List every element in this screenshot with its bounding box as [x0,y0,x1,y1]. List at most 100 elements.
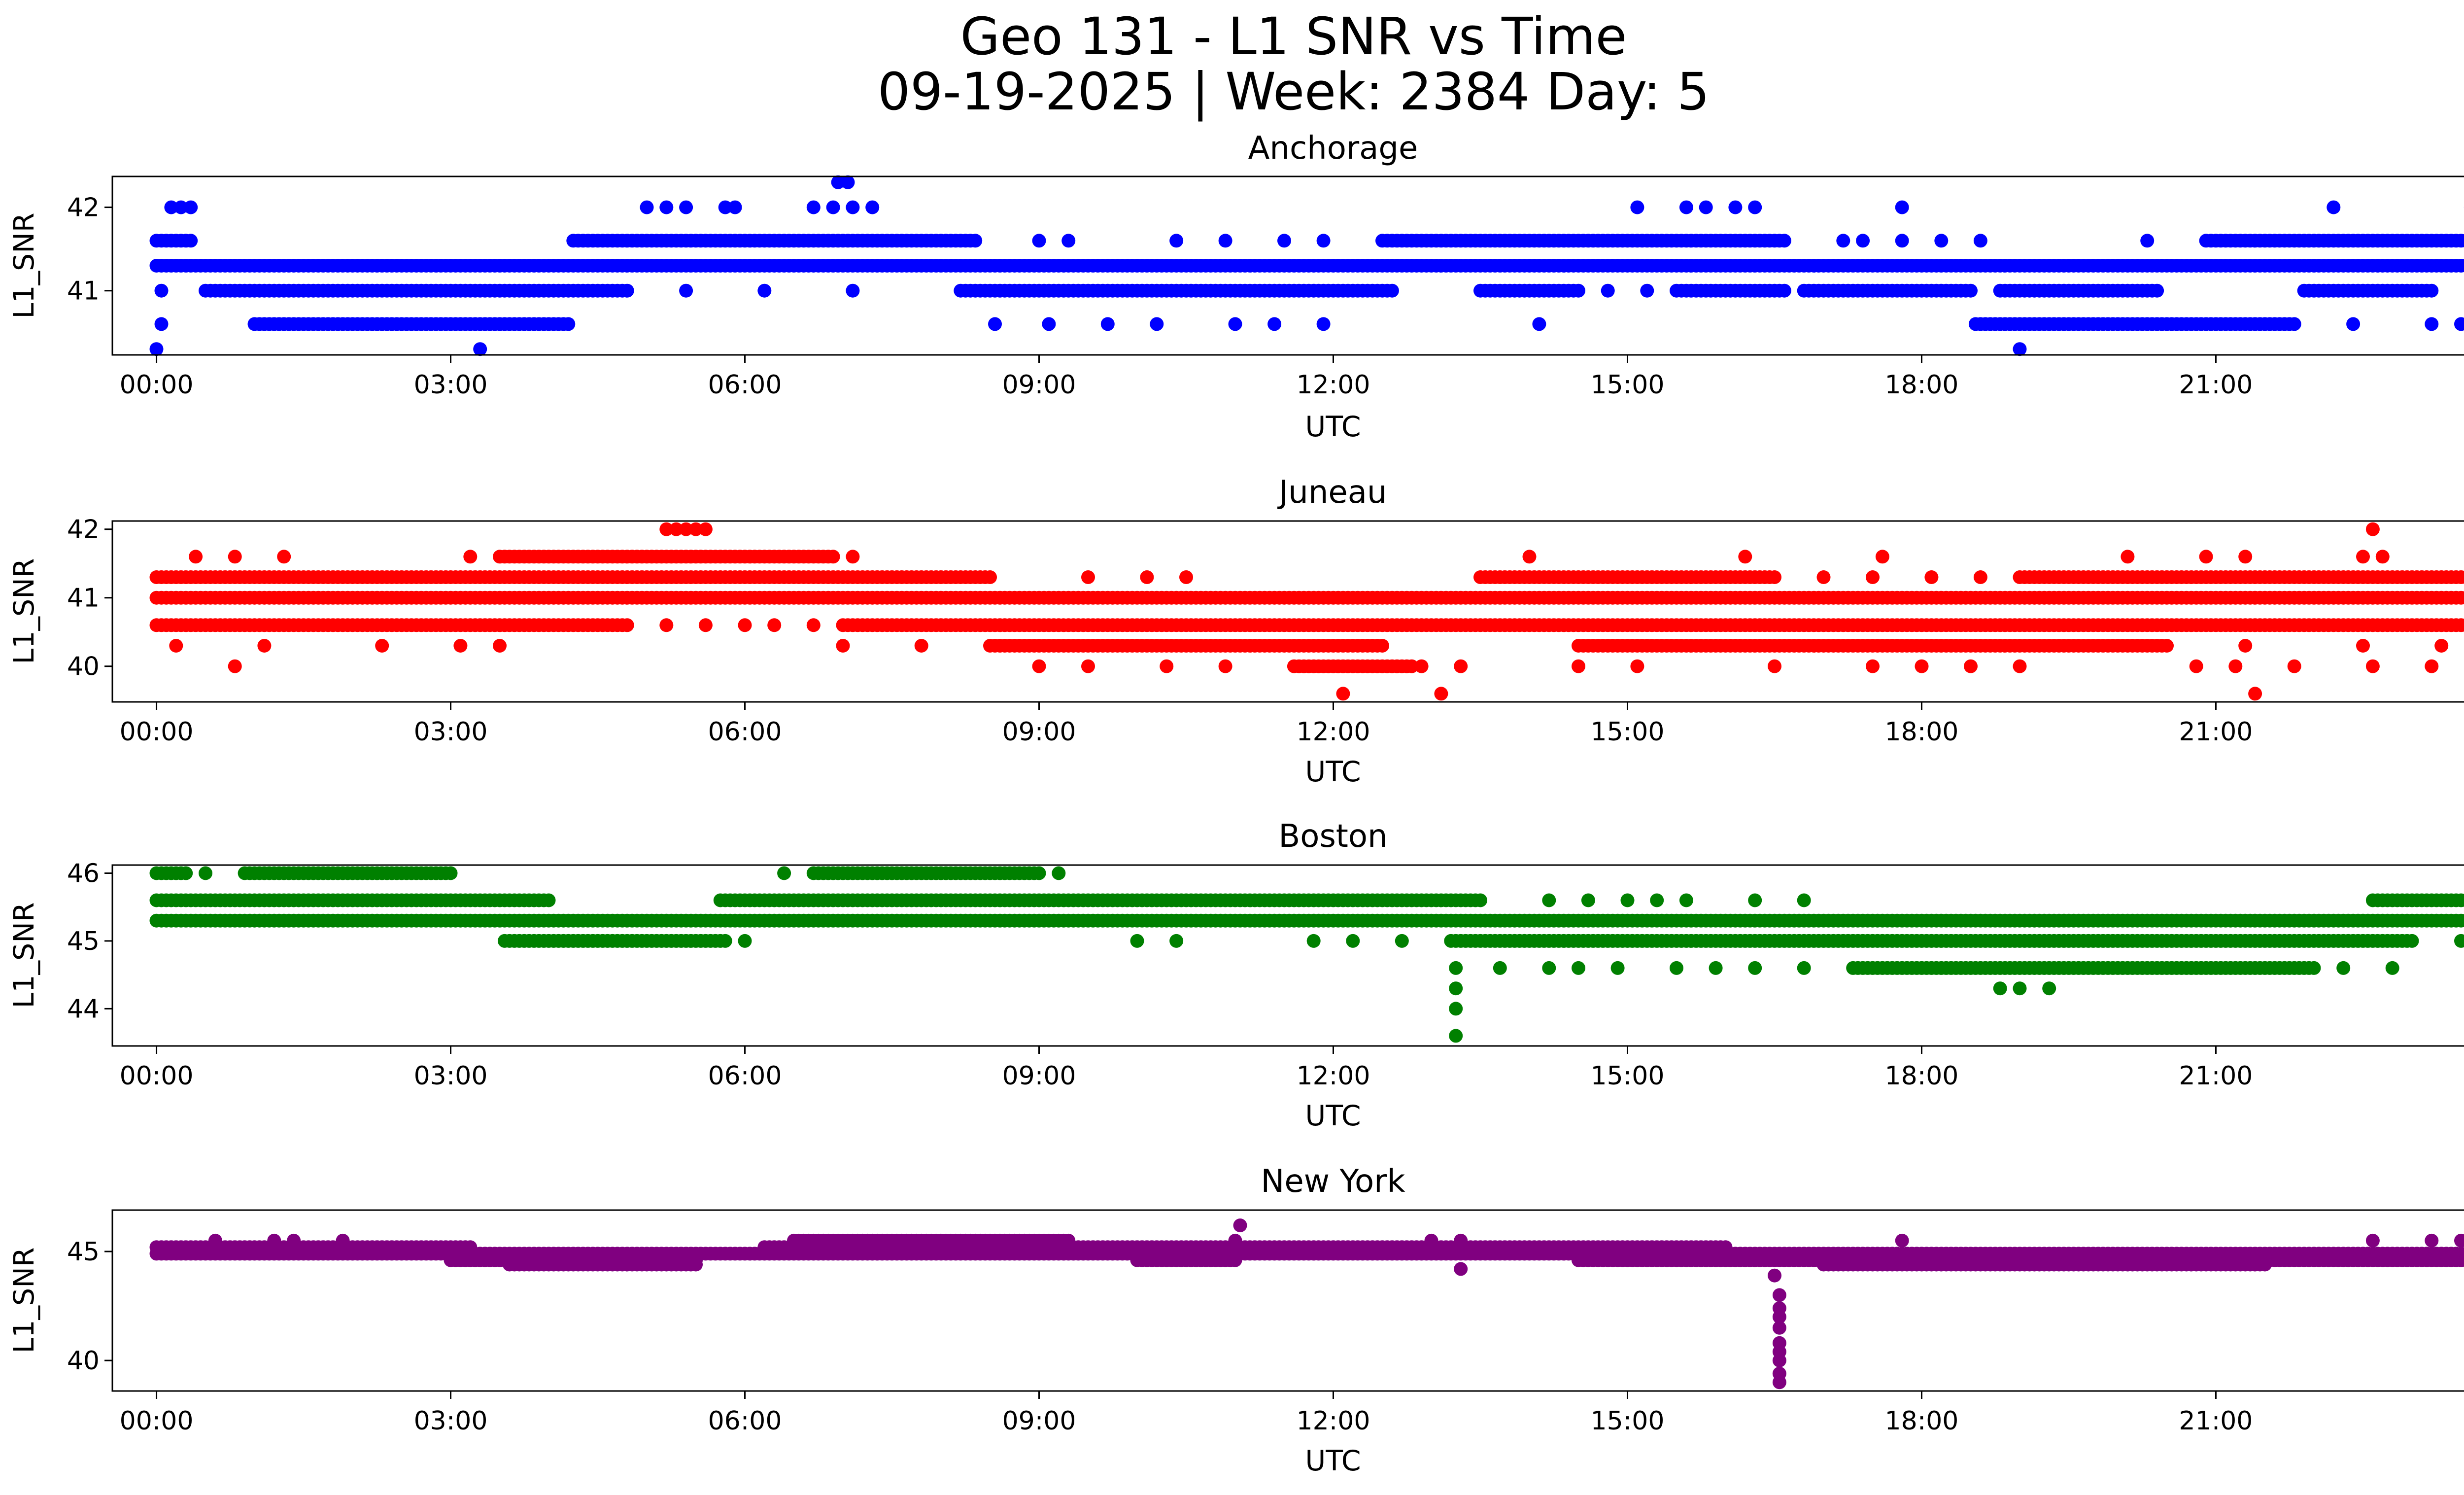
y-tick-label: 40 [67,652,100,682]
data-point [738,618,752,632]
data-point [826,200,840,214]
data-point [1316,234,1331,248]
data-point [444,866,458,880]
data-point [2307,961,2321,975]
data-point [1964,283,1978,298]
data-point [1768,659,1781,673]
x-tick-label: 03:00 [414,370,488,400]
x-tick-label: 06:00 [708,1061,782,1091]
x-ticks: 00:00 03:00 06:00 09:00 12:00 15:00 18:00 21:00… [120,355,2253,400]
data-point [542,893,556,907]
panel-title: Anchorage [1248,130,1418,167]
data-point [169,639,183,653]
x-axis-label: UTC [1305,411,1361,443]
data-point [2425,283,2439,298]
data-point [1866,570,1880,584]
data-point [1964,659,1978,673]
data-point [1052,866,1066,880]
data-point [1816,570,1831,584]
data-point [698,522,713,536]
y-tick-label: 46 [67,859,100,888]
data-point [184,234,198,248]
data-point [1449,961,1463,975]
data-point [2189,659,2203,673]
data-point [1856,234,1870,248]
data-point [1449,1029,1463,1043]
data-point [914,639,928,653]
data-point [463,550,478,564]
data-point [767,618,782,632]
y-tick-label: 44 [67,994,100,1024]
data-point [1395,934,1409,948]
data-point [1385,283,1399,298]
data-point [983,570,997,584]
data-point [1836,234,1850,248]
data-point [164,200,178,214]
data-point [1581,893,1595,907]
data-point [2336,961,2351,975]
data-point [1414,659,1429,673]
data-point [1924,570,1939,584]
data-point [1738,550,1752,564]
data-point [1620,893,1635,907]
data-point [1777,283,1791,298]
data-point [184,200,198,214]
data-point [2459,234,2464,247]
data-point [2459,259,2464,273]
data-point [718,200,732,214]
data-point [189,550,203,564]
data-point [1267,317,1282,331]
data-point [1169,234,1184,248]
data-point [1993,981,2007,996]
data-point [1542,893,1556,907]
data-point [1640,283,1654,298]
data-point [1572,283,1585,298]
data-point [846,283,860,298]
data-point [1542,961,1556,975]
y-tick-label: 41 [67,277,100,306]
panel-title: Juneau [1277,474,1387,511]
data-point [1081,570,1095,584]
data-point [1777,234,1791,248]
data-point [228,659,242,673]
x-tick-label: 09:00 [1002,370,1076,400]
data-point [1866,659,1880,673]
data-point [277,550,291,564]
data-points [149,522,2464,701]
y-axis-label: L1_SNR [8,213,40,319]
data-point [2385,961,2399,975]
data-point [2140,234,2155,248]
data-point [453,639,468,653]
data-point [2228,659,2243,673]
x-tick-label: 06:00 [708,717,782,747]
data-point [2238,639,2253,653]
data-point [1650,893,1664,907]
y-axis-label: L1_SNR [8,903,40,1008]
data-point [988,317,1002,331]
data-point [1150,317,1164,331]
data-point [846,550,860,564]
data-point [473,342,487,356]
data-point [2042,981,2056,996]
y-tick-label: 42 [67,515,100,545]
data-point [1032,234,1046,248]
data-point [1522,550,1537,564]
x-tick-label: 18:00 [1885,370,1959,400]
y-tick-label: 42 [67,193,100,223]
x-axis-label: UTC [1305,756,1361,788]
y-axis-label: L1_SNR [8,558,40,664]
data-point [1895,234,1909,248]
data-point [1915,659,1929,673]
data-point [1160,659,1174,673]
data-point [1346,934,1360,948]
data-point [841,175,855,189]
x-axis-label: UTC [1305,1100,1361,1132]
data-point [1306,934,1321,948]
data-point [620,618,634,632]
data-point [2454,317,2464,331]
data-point [2425,659,2439,673]
data-point [659,200,674,214]
data-point [1375,639,1389,653]
x-tick-label: 12:00 [1297,370,1370,400]
